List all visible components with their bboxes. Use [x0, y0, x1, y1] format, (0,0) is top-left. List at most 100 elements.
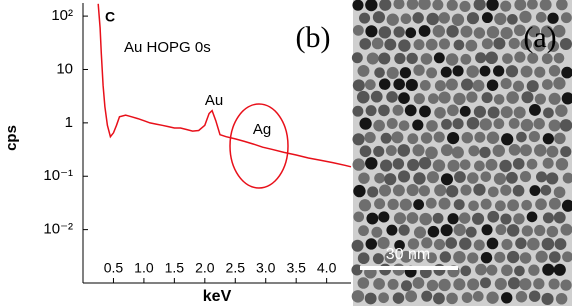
particle	[460, 25, 473, 38]
particle	[351, 52, 363, 64]
particle	[516, 131, 527, 143]
particle	[365, 157, 378, 170]
particle	[420, 132, 433, 144]
y-tick-label: 10⁻²	[43, 221, 73, 238]
particle	[561, 92, 572, 105]
particle	[548, 119, 561, 132]
particle	[501, 264, 513, 277]
particle	[445, 78, 458, 91]
particle	[546, 145, 559, 158]
particle	[508, 117, 520, 129]
particle	[485, 51, 498, 65]
particle	[475, 52, 487, 64]
particle	[560, 12, 572, 24]
particle	[542, 79, 553, 90]
particle	[547, 40, 560, 52]
particle	[371, 37, 384, 50]
particle	[485, 158, 498, 171]
particle	[553, 263, 566, 276]
particle	[506, 171, 518, 184]
particle	[486, 79, 499, 91]
particle	[459, 0, 471, 12]
particle	[440, 144, 453, 157]
particle	[364, 79, 376, 91]
particle	[421, 237, 433, 249]
particle	[366, 212, 379, 225]
particle	[432, 25, 446, 38]
particle	[391, 131, 404, 144]
particle	[418, 156, 432, 170]
particle	[453, 278, 466, 291]
particle	[394, 239, 405, 251]
x-axis-label: keV	[203, 288, 232, 305]
particle	[373, 145, 385, 157]
particle	[555, 104, 568, 117]
particle	[432, 212, 444, 224]
particle	[393, 78, 405, 91]
particle	[534, 144, 547, 157]
particle	[486, 131, 500, 144]
particle	[500, 184, 512, 196]
particle	[372, 253, 384, 265]
particle	[514, 0, 527, 11]
particle	[365, 238, 378, 250]
particle	[407, 133, 419, 145]
particle	[493, 94, 505, 105]
x-tick-label: 0.5	[104, 260, 124, 276]
particle	[407, 158, 420, 171]
particle	[519, 252, 532, 264]
x-tick-label: 3.5	[286, 260, 306, 276]
particle	[561, 66, 572, 79]
annotation: Au HOPG 0s	[124, 39, 211, 56]
highlight-ellipse	[229, 103, 289, 189]
particle	[392, 292, 405, 304]
particle	[397, 144, 411, 157]
particle	[413, 93, 425, 105]
particle	[357, 64, 370, 77]
particle	[425, 38, 438, 51]
particle	[418, 185, 430, 197]
particle	[352, 105, 364, 117]
particle	[405, 290, 418, 303]
y-tick-label: 10²	[51, 7, 73, 24]
particle	[501, 292, 513, 304]
particle	[492, 144, 505, 157]
particle	[527, 237, 540, 251]
particle	[472, 79, 485, 92]
particle	[494, 200, 506, 212]
y-tick-label: 10	[56, 60, 73, 77]
particle	[542, 263, 555, 276]
particle	[400, 13, 412, 25]
particle	[500, 213, 512, 225]
particle	[439, 251, 452, 263]
particle	[494, 277, 507, 291]
particle	[434, 80, 446, 92]
particle	[460, 184, 472, 196]
particle	[447, 104, 459, 117]
particle	[357, 277, 370, 289]
particle	[364, 131, 376, 144]
particle	[480, 251, 493, 264]
x-tick-label: 2.0	[195, 260, 215, 276]
particle	[384, 173, 397, 186]
particle	[413, 199, 425, 210]
particle	[465, 39, 478, 52]
particle	[413, 251, 425, 263]
particle	[548, 278, 560, 290]
particle	[500, 0, 512, 12]
particle	[512, 157, 525, 170]
particle	[527, 25, 541, 38]
particle	[373, 278, 385, 290]
particle	[534, 224, 546, 237]
particle	[536, 171, 548, 183]
particle	[458, 212, 471, 224]
particle	[460, 265, 472, 277]
particle	[379, 184, 392, 197]
particle	[377, 236, 390, 250]
particle	[351, 264, 363, 276]
particle	[506, 224, 520, 237]
particle	[479, 65, 491, 77]
particle	[486, 237, 499, 250]
particle	[548, 92, 561, 105]
particle	[493, 118, 505, 130]
